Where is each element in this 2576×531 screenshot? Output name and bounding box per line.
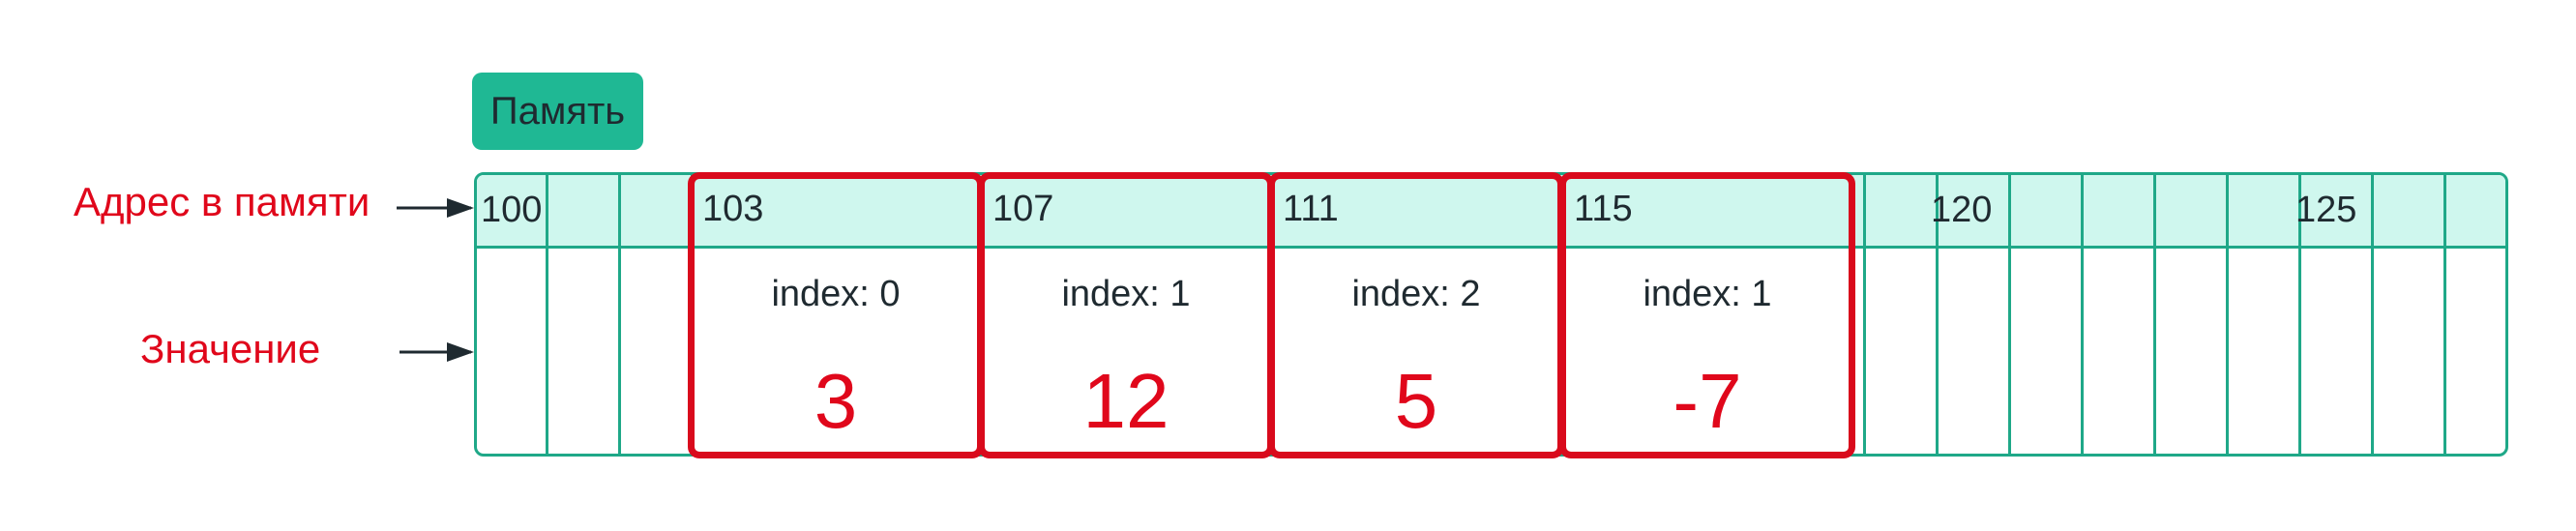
element-value: 5 (1394, 358, 1438, 444)
array-element: 111 index: 2 5 (1268, 172, 1564, 458)
address-arrow-head (447, 198, 474, 218)
cell-divider (2443, 175, 2446, 454)
cell-divider (1863, 175, 1866, 454)
address-label: Адрес в памяти (74, 179, 370, 224)
cell-divider (2298, 175, 2301, 454)
element-address: 103 (702, 189, 764, 229)
memory-strip: 100 120 125 (474, 172, 2508, 457)
element-value: 3 (814, 358, 858, 444)
element-address: 111 (1283, 189, 1339, 229)
cell-divider (618, 175, 621, 454)
cell-divider (1936, 175, 1939, 454)
address-100: 100 (481, 190, 543, 230)
element-value: 12 (1082, 358, 1170, 444)
memory-badge: Память (472, 73, 643, 150)
array-element: 115 index: 1 -7 (1559, 172, 1855, 458)
element-value: -7 (1673, 358, 1742, 444)
element-address: 107 (992, 189, 1054, 229)
element-index: index: 1 (1643, 274, 1772, 314)
array-element: 107 index: 1 12 (978, 172, 1274, 458)
element-index: index: 1 (1061, 274, 1191, 314)
element-address: 115 (1574, 189, 1633, 229)
element-index: index: 2 (1351, 274, 1481, 314)
address-125: 125 (2295, 190, 2357, 230)
element-index: index: 0 (771, 274, 901, 314)
cell-divider (2153, 175, 2156, 454)
cell-divider (2226, 175, 2229, 454)
cell-divider (2371, 175, 2374, 454)
address-120: 120 (1931, 190, 1993, 230)
value-label: Значение (140, 326, 321, 371)
value-arrow-head (447, 342, 474, 362)
cell-divider (546, 175, 548, 454)
cell-divider (2008, 175, 2011, 454)
cell-divider (2081, 175, 2084, 454)
array-element: 103 index: 0 3 (688, 172, 984, 458)
address-row (477, 175, 2505, 249)
